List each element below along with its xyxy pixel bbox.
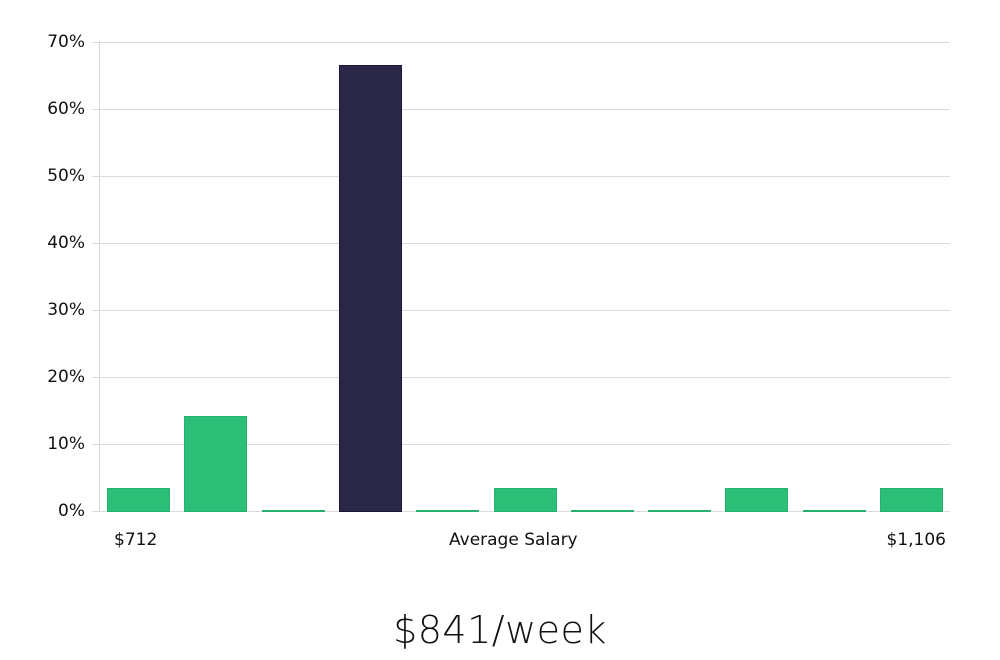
bar-highlighted (338, 65, 402, 512)
gridline (92, 377, 950, 378)
y-axis-line (99, 41, 100, 512)
bar (570, 510, 634, 512)
bar (725, 487, 789, 512)
bar (648, 510, 712, 512)
y-tick-label: 30% (47, 300, 85, 320)
gridline (92, 243, 950, 244)
y-tick-label: 0% (58, 501, 85, 521)
y-tick-label: 70% (47, 32, 85, 52)
gridline (92, 109, 950, 110)
x-axis-title: Average Salary (449, 530, 578, 550)
y-tick-label: 10% (47, 434, 85, 454)
bar (107, 487, 170, 512)
bar (880, 487, 943, 512)
y-tick-label: 60% (47, 99, 85, 119)
x-max-label: $1,106 (886, 530, 946, 550)
x-min-label: $712 (114, 530, 158, 550)
salary-histogram: 0% 10% 20% 30% 40% 50% 60% 70% $712 Average Sal… (47, 32, 950, 550)
bar (416, 510, 480, 512)
bar (493, 487, 557, 512)
gridline (92, 310, 950, 311)
y-tick-label: 50% (47, 166, 85, 186)
bar (261, 510, 325, 512)
bar (802, 510, 866, 512)
average-salary-headline: $841/week (393, 608, 607, 652)
bar (184, 416, 248, 512)
y-tick-label: 40% (47, 233, 85, 253)
gridline (92, 444, 950, 445)
gridline (92, 176, 950, 177)
y-tick-label: 20% (47, 367, 85, 387)
gridline (92, 42, 950, 43)
